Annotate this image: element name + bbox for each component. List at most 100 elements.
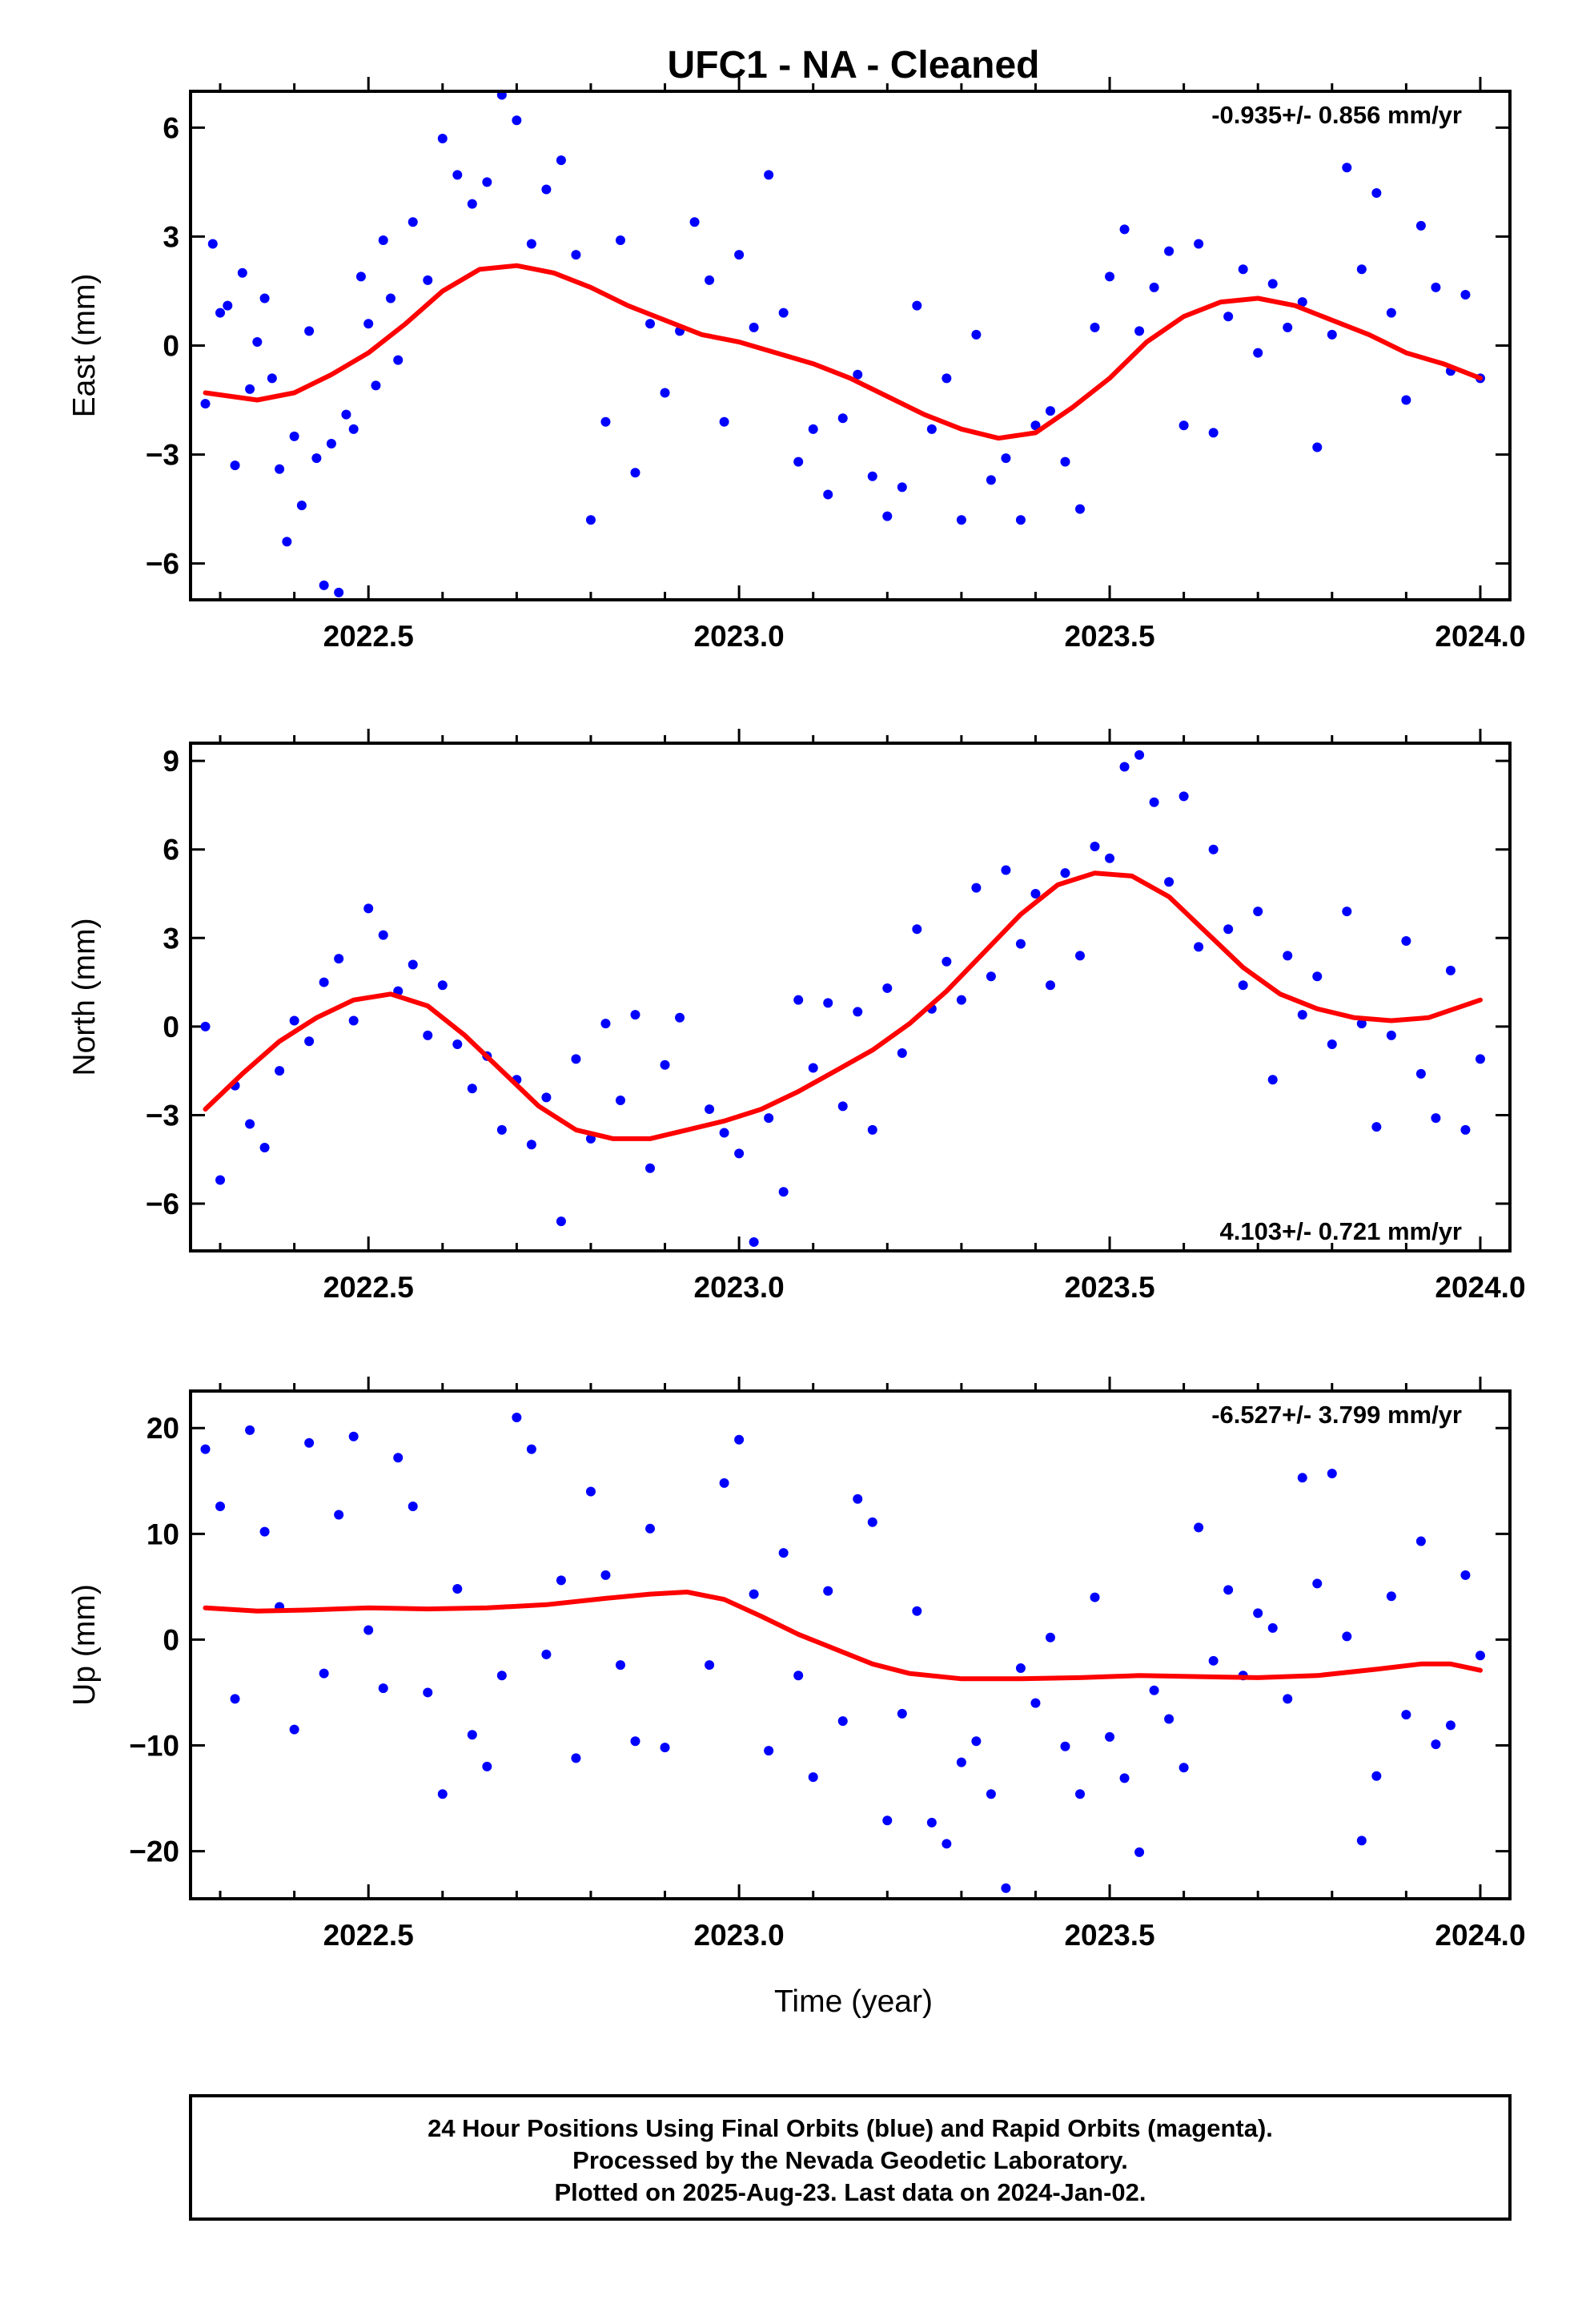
data-point — [1371, 188, 1382, 198]
data-point — [1460, 1124, 1471, 1135]
data-point — [764, 1746, 774, 1756]
data-point — [348, 1015, 359, 1026]
rate-annotation: 4.103+/- 0.721 mm/yr — [1220, 1217, 1462, 1245]
y-axis-label: Up (mm) — [67, 1584, 102, 1706]
data-point — [289, 1015, 299, 1026]
data-point — [778, 1548, 789, 1558]
data-point — [363, 319, 374, 329]
data-point — [853, 1007, 863, 1017]
data-point — [1312, 442, 1323, 452]
data-point — [942, 1839, 952, 1849]
data-point — [334, 587, 344, 597]
data-point — [1060, 1741, 1070, 1751]
data-point — [1194, 1522, 1204, 1533]
data-point — [252, 336, 263, 347]
data-point — [289, 431, 299, 441]
data-point — [1356, 1835, 1367, 1846]
data-point — [793, 1671, 804, 1681]
data-point — [334, 954, 344, 964]
data-point — [437, 133, 448, 143]
data-point — [1015, 1663, 1026, 1674]
data-point — [660, 1743, 670, 1753]
data-point — [1327, 329, 1337, 340]
data-point — [1475, 1651, 1485, 1661]
x-tick-label: 2023.0 — [694, 1271, 785, 1304]
data-point — [326, 438, 336, 448]
data-point — [971, 329, 982, 340]
data-point — [749, 1589, 759, 1599]
data-point — [1283, 1694, 1293, 1704]
data-point — [882, 511, 893, 521]
data-point — [1134, 326, 1145, 336]
y-tick-label: −20 — [129, 1835, 179, 1868]
up-panel: −20 −10 0 10 20 2022.5 2023.0 2023.5 2024.0 Up (m… — [67, 1377, 1526, 1952]
x-tick-label: 2024.0 — [1435, 1271, 1525, 1304]
data-point — [245, 1425, 255, 1435]
data-point — [793, 995, 804, 1005]
data-point — [541, 1649, 552, 1659]
data-point — [259, 1526, 270, 1537]
data-point — [1297, 1010, 1307, 1020]
x-tick-label: 2023.5 — [1064, 1271, 1154, 1304]
data-point — [719, 416, 729, 427]
data-point — [1386, 1591, 1396, 1602]
data-point — [1223, 924, 1234, 935]
data-point — [1045, 406, 1055, 416]
y-tick-label: 6 — [163, 111, 179, 144]
data-point — [541, 1092, 552, 1103]
data-point — [1001, 453, 1011, 464]
data-point — [319, 580, 329, 590]
data-point — [1045, 980, 1055, 991]
data-point — [1208, 1655, 1219, 1666]
data-point — [1119, 1773, 1130, 1783]
data-point — [275, 1066, 285, 1076]
data-point — [385, 293, 395, 304]
data-point — [645, 1523, 656, 1534]
data-point — [837, 413, 848, 424]
data-point — [267, 373, 277, 384]
data-point — [1356, 264, 1367, 275]
data-point — [200, 1021, 211, 1031]
data-point — [215, 1501, 226, 1511]
data-point — [408, 1501, 418, 1511]
x-tick-label: 2022.5 — [323, 620, 414, 653]
data-point — [452, 170, 463, 180]
data-point — [1342, 907, 1352, 917]
data-point — [1223, 1585, 1234, 1595]
data-point — [319, 1668, 329, 1679]
data-point — [1297, 1473, 1307, 1483]
data-point — [689, 217, 700, 227]
data-point — [1178, 420, 1189, 431]
data-point — [1208, 844, 1219, 854]
data-point — [1431, 1739, 1441, 1750]
data-point — [304, 326, 315, 336]
y-tick-label: 0 — [163, 330, 179, 363]
data-point — [705, 275, 715, 285]
rate-annotation: -6.527+/- 3.799 mm/yr — [1211, 1401, 1462, 1429]
data-point — [764, 170, 774, 180]
data-point — [512, 1413, 522, 1423]
data-point — [749, 1236, 759, 1247]
data-point — [645, 319, 656, 329]
y-tick-label: −6 — [146, 548, 179, 581]
data-point — [882, 1815, 893, 1826]
data-point — [1105, 271, 1115, 282]
data-point — [1001, 1883, 1011, 1893]
data-point — [1090, 322, 1100, 332]
data-point — [571, 1054, 581, 1064]
y-tick-label: 10 — [147, 1518, 179, 1550]
data-point — [615, 1660, 625, 1671]
data-point — [1431, 282, 1441, 292]
data-point — [986, 971, 996, 982]
data-point — [926, 424, 937, 434]
data-point — [1415, 1536, 1426, 1546]
data-point — [897, 1048, 907, 1059]
data-point — [1371, 1771, 1382, 1781]
data-point — [363, 1625, 374, 1635]
y-tick-label: 0 — [163, 1011, 179, 1043]
data-point — [571, 1753, 581, 1763]
data-point — [1075, 1789, 1086, 1799]
data-point — [245, 1119, 255, 1129]
data-point — [1134, 750, 1145, 760]
data-point — [823, 998, 833, 1008]
